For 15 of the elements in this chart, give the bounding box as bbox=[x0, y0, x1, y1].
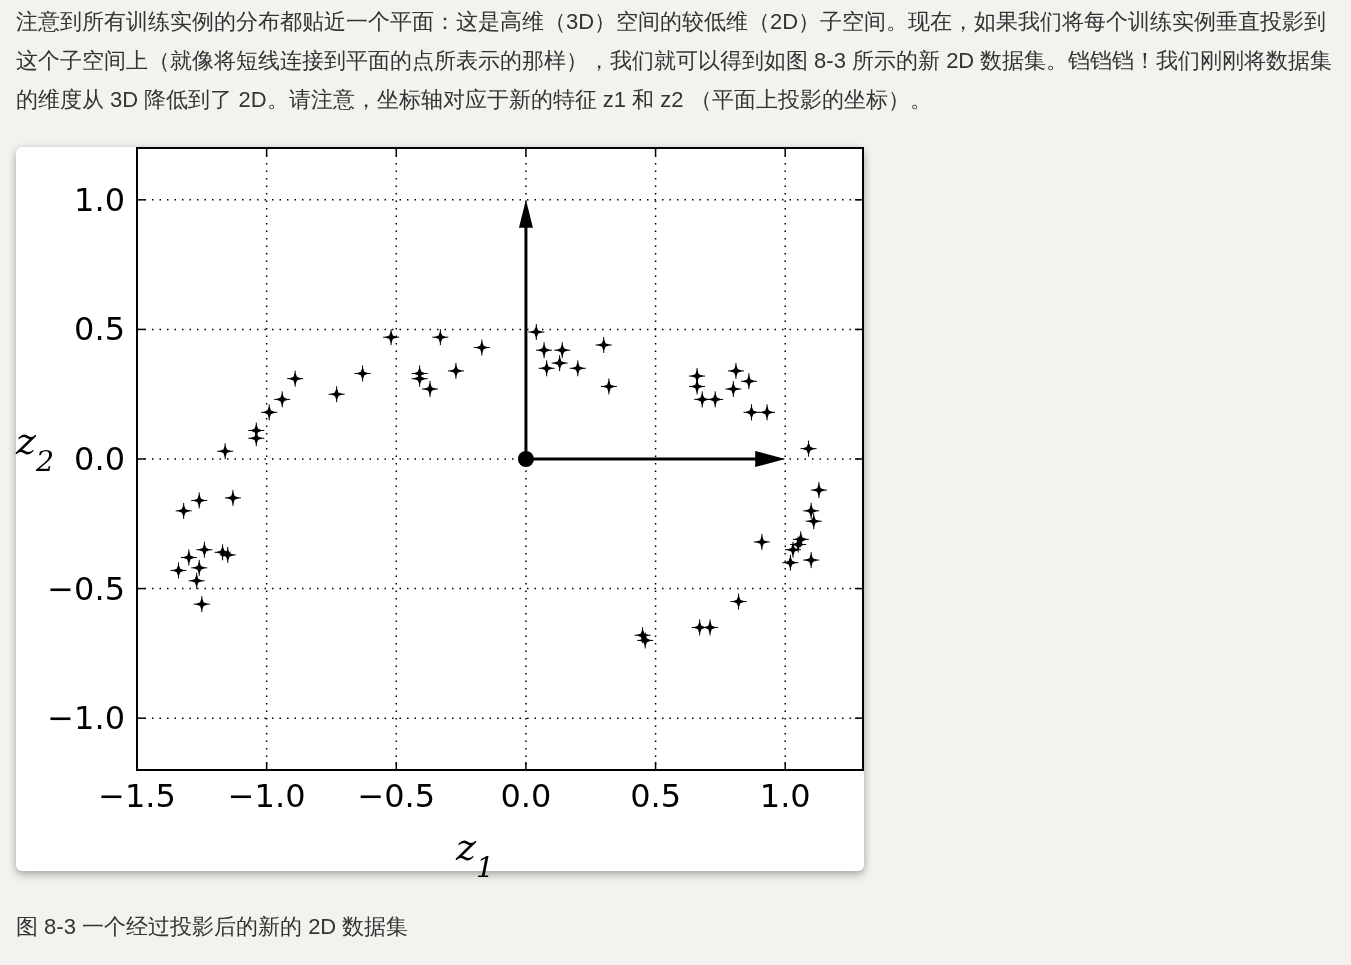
x-tick-label: 0.0 bbox=[500, 777, 552, 815]
x-tick-label: −1.0 bbox=[227, 777, 306, 815]
x-tick-label: 0.5 bbox=[630, 777, 682, 815]
y-axis-title: z$_{2}$ bbox=[14, 419, 55, 478]
y-tick-label: 0.5 bbox=[74, 310, 125, 349]
x-tick-label: −1.5 bbox=[98, 777, 176, 815]
text: 注意到所有训练实例的分布都贴近一个平面：这是高维（3D）空间的较低维（2D）子空间。现在，如果我们将每个训练实例垂直投影到这个子空间上（就像将短线连接到平面的点所表示的那样），我们就可以得到如图 8-3 所示的新 2D 数据集。铛铛铛！我们刚刚将数据集的维度从 3D 降低到了 2D。请注意，坐标轴对应于新的特征 z1 和 z2 （平面上投影的坐标）。 bbox=[16, 8, 1334, 114]
x-axis-title: z$_{1}$ bbox=[454, 825, 495, 884]
y-tick-label: 0.0 bbox=[74, 440, 125, 478]
y-tick-label: −0.5 bbox=[47, 569, 125, 608]
text: 图 8-3 一个经过投影后的新的 2D 数据集 bbox=[16, 913, 409, 941]
x-tick-label: −0.5 bbox=[357, 777, 436, 815]
y-tick-label: 1.0 bbox=[74, 180, 125, 219]
y-tick-label: −1.0 bbox=[47, 699, 125, 738]
x-tick-label: 1.0 bbox=[759, 777, 811, 815]
